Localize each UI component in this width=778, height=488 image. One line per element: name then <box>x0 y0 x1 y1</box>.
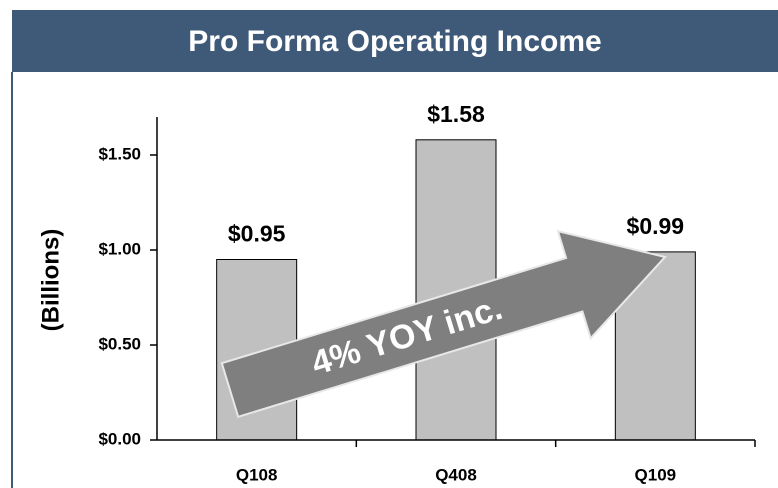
y-tick-label: $1.00 <box>98 239 141 258</box>
y-tick-label: $0.00 <box>98 429 141 448</box>
y-tick-label: $1.50 <box>98 144 141 163</box>
chart-title: Pro Forma Operating Income <box>188 25 601 58</box>
arrow <box>220 229 668 419</box>
value-label: $0.99 <box>627 213 685 239</box>
title-band <box>12 10 778 72</box>
y-tick-label: $0.50 <box>98 334 141 353</box>
y-axis-label: (Billions) <box>37 229 64 332</box>
value-label: $0.95 <box>228 221 286 247</box>
x-tick-label: Q108 <box>236 465 278 484</box>
x-tick-label: Q408 <box>435 465 477 484</box>
value-label: $1.58 <box>427 101 485 127</box>
x-tick-label: Q109 <box>635 465 677 484</box>
plot: $0.00 $0.50 $1.00 $1.50 Q108 $0.95 Q408 $1.58 Q1… <box>98 101 756 484</box>
